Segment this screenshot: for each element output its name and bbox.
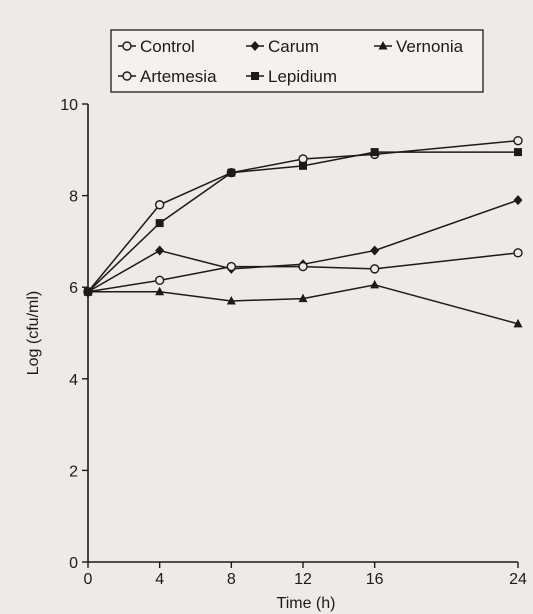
- data-point-vernonia: [298, 293, 308, 303]
- data-point-control: [513, 135, 523, 146]
- y-axis-label: Log (cfu/ml): [25, 291, 42, 375]
- data-point-carum: [513, 195, 523, 206]
- y-tick-label: 0: [69, 555, 78, 572]
- data-point-lepidium: [84, 287, 92, 296]
- legend-label: Artemesia: [140, 67, 217, 86]
- series-control: [83, 135, 523, 297]
- y-tick-label: 6: [69, 280, 78, 297]
- data-point-vernonia: [226, 295, 236, 305]
- legend-entry-lepidium: Lepidium: [246, 67, 337, 86]
- data-point-vernonia: [370, 279, 380, 289]
- x-tick-label: 24: [509, 571, 527, 588]
- data-point-artemesia: [154, 275, 165, 286]
- data-point-artemesia: [513, 248, 523, 258]
- x-tick-label: 16: [366, 571, 384, 588]
- legend-label: Vernonia: [396, 37, 464, 56]
- series-vernonia: [83, 279, 523, 328]
- data-point-artemesia: [298, 261, 308, 272]
- legend-entry-vernonia: Vernonia: [374, 37, 464, 56]
- data-point-vernonia: [155, 286, 165, 296]
- data-point-lepidium: [155, 219, 164, 228]
- data-point-control: [154, 200, 165, 210]
- legend-marker-control: [122, 41, 132, 51]
- x-tick-label: 12: [294, 571, 312, 588]
- x-tick-label: 8: [227, 571, 236, 588]
- legend-entry-carum: Carum: [246, 37, 319, 56]
- series-line-artemesia: [87, 252, 519, 293]
- legend: Control Carum Vernonia Artemesia Lepidium: [110, 29, 484, 93]
- series-line-vernonia: [88, 284, 519, 325]
- x-tick-label: 4: [155, 571, 164, 588]
- y-tick-label: 4: [69, 372, 78, 389]
- series-lepidium: [84, 148, 522, 296]
- data-point-artemesia: [226, 261, 237, 272]
- legend-label: Control: [140, 37, 195, 56]
- legend-entry-artemesia: Artemesia: [118, 67, 217, 86]
- series: [83, 135, 523, 328]
- data-point-carum: [370, 245, 380, 256]
- legend-marker-vernonia: [378, 41, 388, 50]
- x-axis-label: Time (h): [277, 595, 336, 612]
- data-point-artemesia: [369, 264, 380, 274]
- legend-box: [110, 29, 484, 93]
- data-point-vernonia: [513, 318, 523, 328]
- data-point-lepidium: [514, 148, 522, 157]
- y-tick-label: 2: [69, 463, 78, 480]
- series-line-lepidium: [87, 151, 518, 293]
- data-point-control: [298, 154, 308, 164]
- legend-label: Lepidium: [268, 67, 337, 86]
- legend-marker-lepidium: [251, 72, 259, 80]
- axes: [87, 104, 518, 563]
- data-point-lepidium: [227, 168, 236, 177]
- x-tick-label: 0: [84, 571, 93, 588]
- y-tick-label: 10: [60, 97, 78, 114]
- legend-entry-control: Control: [118, 37, 195, 56]
- legend-label: Carum: [268, 37, 319, 56]
- legend-marker-artemesia: [122, 71, 132, 81]
- data-point-carum: [155, 245, 165, 256]
- data-point-lepidium: [370, 148, 379, 157]
- legend-entries: Control Carum Vernonia Artemesia Lepidium: [118, 37, 464, 86]
- y-tick-label: 8: [69, 189, 78, 206]
- data-point-lepidium: [299, 161, 307, 170]
- legend-marker-carum: [250, 41, 260, 51]
